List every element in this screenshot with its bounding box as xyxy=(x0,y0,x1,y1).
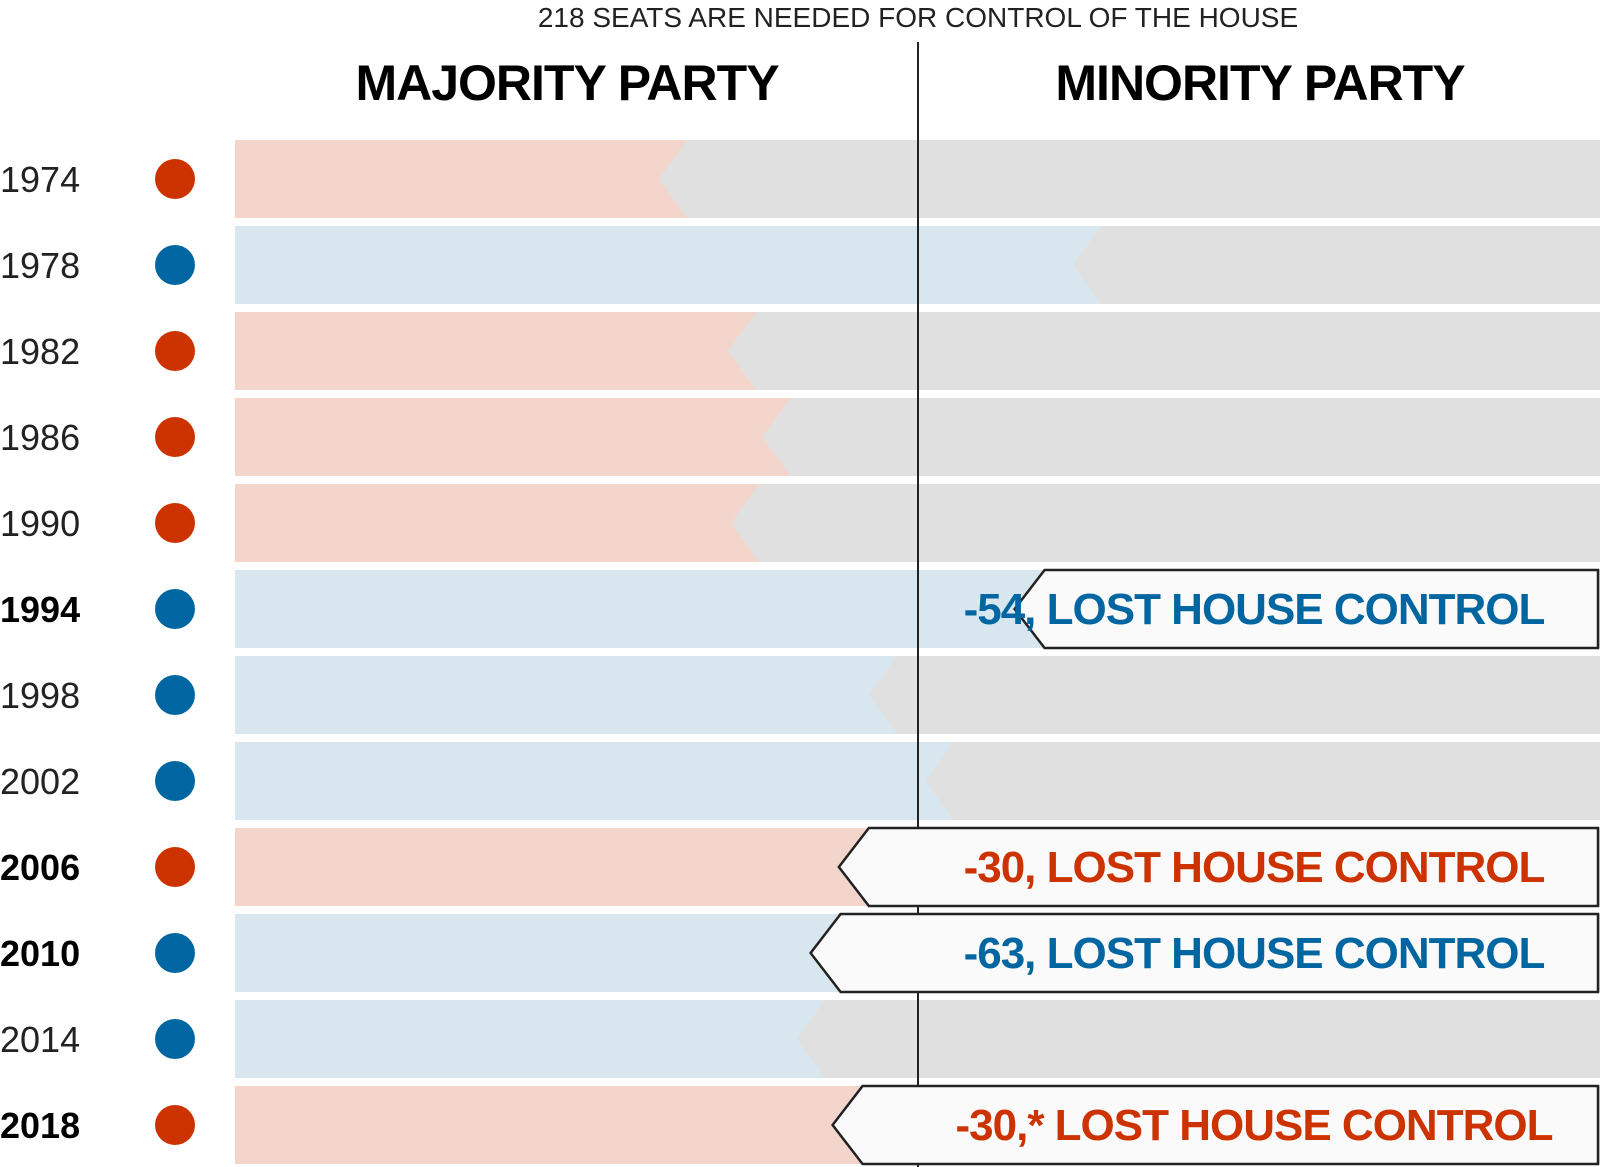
minority-bar xyxy=(796,1000,1600,1078)
majority-header: MAJORITY PARTY xyxy=(355,55,779,111)
callout-label: -30,* LOST HOUSE CONTROL xyxy=(956,1101,1553,1150)
minority-bar xyxy=(762,398,1600,476)
democrat-party-dot xyxy=(155,1019,195,1059)
year-label: 1974 xyxy=(0,159,80,200)
year-label: 1994 xyxy=(0,589,80,630)
callout-1994: -54, LOST HOUSE CONTROL xyxy=(964,568,1600,650)
minority-bar xyxy=(869,656,1600,734)
callouts: -54, LOST HOUSE CONTROL -30, LOST HOUSE C… xyxy=(809,568,1600,1166)
democrat-party-dot xyxy=(155,675,195,715)
republican-party-dot xyxy=(155,847,195,887)
threshold-note: 218 SEATS ARE NEEDED FOR CONTROL OF THE … xyxy=(538,2,1298,33)
year-label: 2010 xyxy=(0,933,80,974)
minority-bar xyxy=(925,742,1600,820)
year-label: 1982 xyxy=(0,331,80,372)
minority-bar xyxy=(727,312,1600,390)
callout-box xyxy=(1013,568,1600,650)
row-1998: 1998 xyxy=(0,656,1600,734)
minority-bar xyxy=(731,484,1600,562)
callout-box xyxy=(831,1084,1600,1166)
year-label: 1986 xyxy=(0,417,80,458)
year-label: 1998 xyxy=(0,675,80,716)
callout-2010: -63, LOST HOUSE CONTROL xyxy=(809,912,1600,994)
callout-label: -54, LOST HOUSE CONTROL xyxy=(964,585,1545,634)
republican-party-dot xyxy=(155,159,195,199)
year-label: 2002 xyxy=(0,761,80,802)
row-1990: 1990 xyxy=(0,484,1600,562)
row-2002: 2002 xyxy=(0,742,1600,820)
callout-label: -30, LOST HOUSE CONTROL xyxy=(964,843,1545,892)
minority-bar xyxy=(1073,226,1600,304)
year-label: 1978 xyxy=(0,245,80,286)
callout-box xyxy=(837,826,1600,908)
callout-label: -63, LOST HOUSE CONTROL xyxy=(964,929,1545,978)
row-1982: 1982 xyxy=(0,312,1600,390)
year-label: 1990 xyxy=(0,503,80,544)
democrat-party-dot xyxy=(155,933,195,973)
callout-2018: -30,* LOST HOUSE CONTROL xyxy=(831,1084,1600,1166)
callout-2006: -30, LOST HOUSE CONTROL xyxy=(837,826,1600,908)
year-label: 2018 xyxy=(0,1105,80,1146)
year-label: 2014 xyxy=(0,1019,80,1060)
row-1986: 1986 xyxy=(0,398,1600,476)
minority-bar xyxy=(658,140,1600,218)
democrat-party-dot xyxy=(155,761,195,801)
democrat-party-dot xyxy=(155,245,195,285)
chart-rows: 1974 1978 1982 1986 1990 1994 1998 2002 2006 2010… xyxy=(0,140,1600,1164)
minority-header: MINORITY PARTY xyxy=(1055,55,1465,111)
row-2014: 2014 xyxy=(0,1000,1600,1078)
republican-party-dot xyxy=(155,1105,195,1145)
year-label: 2006 xyxy=(0,847,80,888)
republican-party-dot xyxy=(155,417,195,457)
row-1978: 1978 xyxy=(0,226,1600,304)
callout-box xyxy=(809,912,1600,994)
republican-party-dot xyxy=(155,503,195,543)
row-1974: 1974 xyxy=(0,140,1600,218)
republican-party-dot xyxy=(155,331,195,371)
democrat-party-dot xyxy=(155,589,195,629)
